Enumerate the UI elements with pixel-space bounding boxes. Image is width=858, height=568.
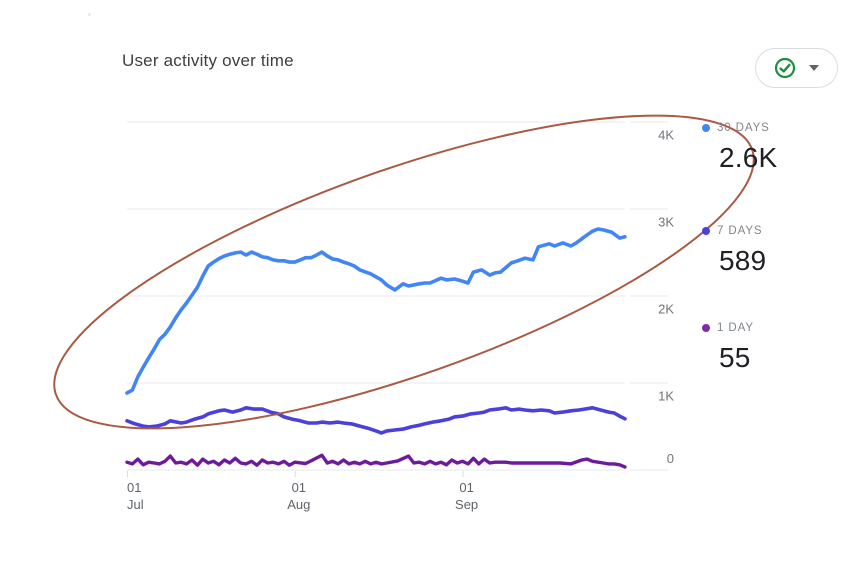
x-axis-label-day-Jul: 01 <box>127 480 141 495</box>
stray-pixel-artifact <box>88 13 91 16</box>
series-line-1-day <box>125 453 627 469</box>
legend-item-7-days[interactable]: 7 DAYS 589 <box>702 223 766 277</box>
legend-label: 30 DAYS <box>717 121 770 134</box>
y-axis-label-1K: 1K <box>658 389 674 404</box>
x-axis-label-month-Jul: Jul <box>127 497 144 512</box>
legend-label: 1 DAY <box>717 321 754 334</box>
y-axis-label-2K: 2K <box>658 302 674 317</box>
legend-dot-7-days <box>702 226 710 235</box>
series-line-30-days <box>125 227 627 395</box>
legend-label: 7 DAYS <box>717 224 763 237</box>
status-dropdown-button[interactable] <box>755 48 838 88</box>
x-axis-label-month-Sep: Sep <box>455 497 478 512</box>
y-axis-label-4K: 4K <box>658 128 674 143</box>
legend-value: 2.6K <box>719 142 778 173</box>
legend-item-30-days[interactable]: 30 DAYS 2.6K <box>702 120 777 174</box>
y-axis-label-0: 0 <box>667 451 674 466</box>
chevron-down-icon <box>809 65 819 71</box>
y-axis-label-3K: 3K <box>658 215 674 230</box>
x-axis-label-day-Aug: 01 <box>292 480 306 495</box>
x-axis-label-month-Aug: Aug <box>287 497 310 512</box>
x-axis-label-day-Sep: 01 <box>459 480 473 495</box>
legend-item-1-day[interactable]: 1 DAY 55 <box>702 320 754 374</box>
series-line-7-days <box>125 405 627 435</box>
legend-dot-1-day <box>702 323 710 332</box>
page-title: User activity over time <box>122 51 294 70</box>
legend-dot-30-days <box>702 123 710 132</box>
check-circle-icon <box>774 57 796 79</box>
legend-value: 55 <box>719 342 751 373</box>
legend-value: 589 <box>719 245 767 276</box>
